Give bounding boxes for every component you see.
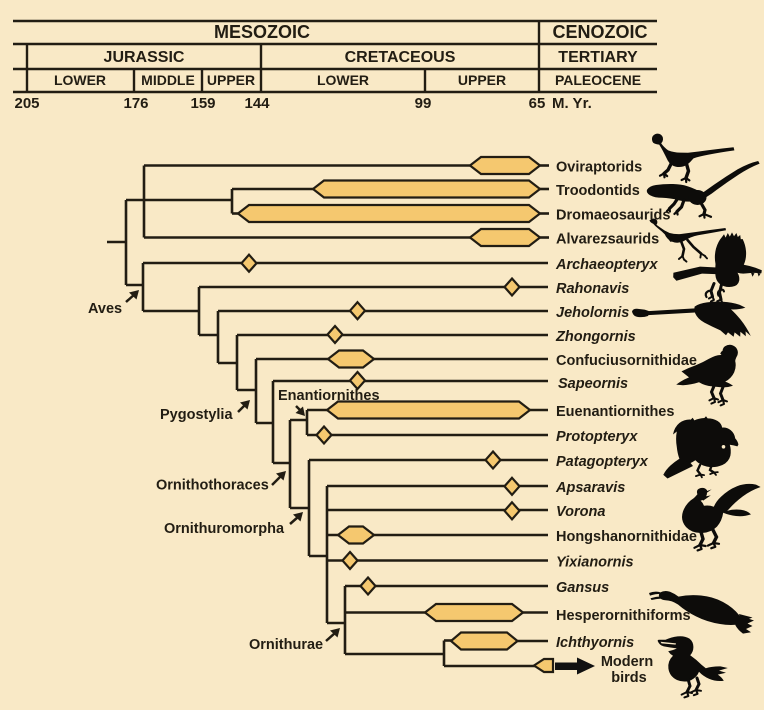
svg-text:Archaeopteryx: Archaeopteryx <box>555 257 658 273</box>
svg-text:Enantiornithes: Enantiornithes <box>278 388 380 404</box>
svg-text:CENOZOIC: CENOZOIC <box>552 22 647 42</box>
svg-text:65: 65 <box>529 95 546 112</box>
svg-text:159: 159 <box>190 95 215 112</box>
svg-text:Hesperornithiforms: Hesperornithiforms <box>556 608 691 624</box>
svg-text:Dromaeosaurids: Dromaeosaurids <box>556 208 670 224</box>
svg-text:Ornithurae: Ornithurae <box>249 637 323 653</box>
svg-text:Troodontids: Troodontids <box>556 183 640 199</box>
svg-text:Modern: Modern <box>601 654 653 670</box>
svg-text:Aves: Aves <box>88 301 122 317</box>
svg-text:Confuciusornithidae: Confuciusornithidae <box>556 353 697 369</box>
svg-text:Protopteryx: Protopteryx <box>556 429 638 445</box>
svg-text:M. Yr.: M. Yr. <box>552 95 592 112</box>
svg-text:Alvarezsaurids: Alvarezsaurids <box>556 232 659 248</box>
svg-text:UPPER: UPPER <box>207 72 255 88</box>
svg-text:JURASSIC: JURASSIC <box>104 49 185 66</box>
svg-text:144: 144 <box>244 95 270 112</box>
svg-text:TERTIARY: TERTIARY <box>558 49 638 66</box>
svg-text:Hongshanornithidae: Hongshanornithidae <box>556 529 697 545</box>
svg-text:Rahonavis: Rahonavis <box>556 281 629 297</box>
svg-text:LOWER: LOWER <box>317 72 369 88</box>
svg-text:MIDDLE: MIDDLE <box>141 72 195 88</box>
svg-text:Euenantiornithes: Euenantiornithes <box>556 404 674 420</box>
svg-text:PALEOCENE: PALEOCENE <box>555 72 641 88</box>
svg-text:CRETACEOUS: CRETACEOUS <box>345 49 456 66</box>
svg-text:Ornithuromorpha: Ornithuromorpha <box>164 521 285 537</box>
svg-text:MESOZOIC: MESOZOIC <box>214 22 310 42</box>
svg-text:Oviraptorids: Oviraptorids <box>556 160 642 176</box>
svg-text:99: 99 <box>415 95 432 112</box>
svg-text:Sapeornis: Sapeornis <box>558 376 628 392</box>
svg-text:LOWER: LOWER <box>54 72 106 88</box>
svg-text:Apsaravis: Apsaravis <box>555 480 625 496</box>
svg-text:Gansus: Gansus <box>556 580 609 596</box>
svg-text:Ornithothoraces: Ornithothoraces <box>156 478 269 494</box>
svg-text:Patagopteryx: Patagopteryx <box>556 454 649 470</box>
svg-text:Ichthyornis: Ichthyornis <box>556 635 634 651</box>
svg-text:Jeholornis: Jeholornis <box>556 305 629 321</box>
svg-text:birds: birds <box>611 670 646 686</box>
svg-text:Yixianornis: Yixianornis <box>556 555 634 571</box>
svg-text:Zhongornis: Zhongornis <box>555 329 636 345</box>
svg-text:UPPER: UPPER <box>458 72 506 88</box>
svg-text:Pygostylia: Pygostylia <box>160 407 233 423</box>
svg-text:Vorona: Vorona <box>556 504 605 520</box>
svg-text:205: 205 <box>14 95 39 112</box>
svg-text:176: 176 <box>123 95 148 112</box>
